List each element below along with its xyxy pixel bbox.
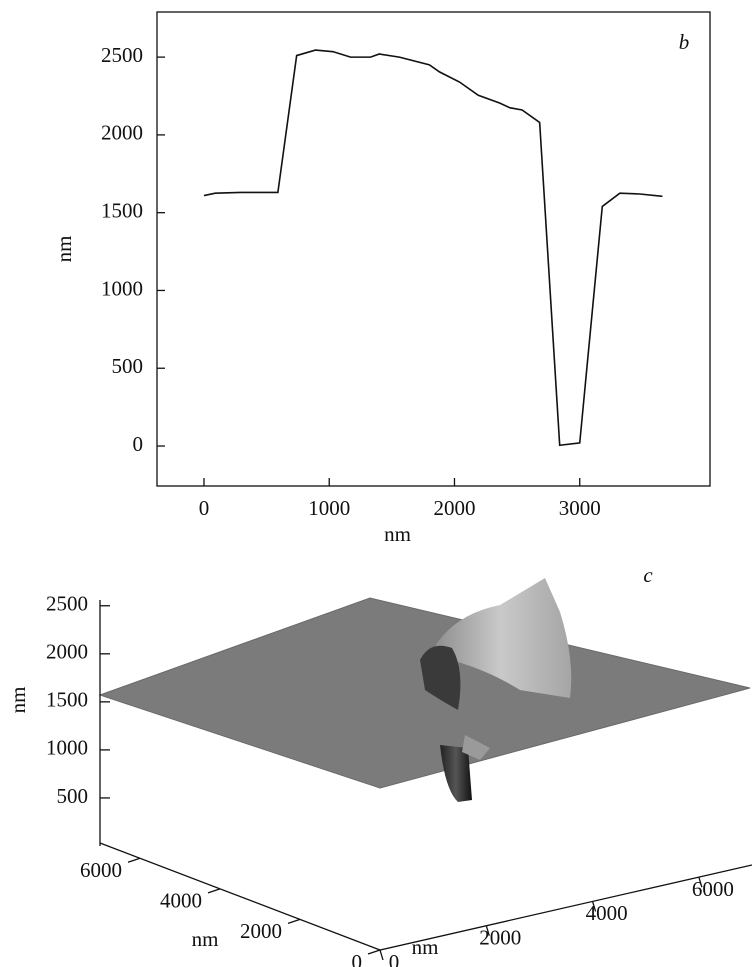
y-tick-label: 1500 xyxy=(101,198,143,222)
data-line xyxy=(204,50,662,445)
y-tick-label: 4000 xyxy=(160,889,202,913)
y-tick-label: 500 xyxy=(112,354,144,378)
y-tick-label: 1000 xyxy=(101,276,143,300)
x-tick-label: 0 xyxy=(389,950,400,967)
x-tick-label: 6000 xyxy=(692,877,734,901)
y-axis-label: nm xyxy=(52,236,76,263)
panel-label: c xyxy=(643,563,653,587)
y-tick xyxy=(368,950,380,954)
x-tick-label: 1000 xyxy=(308,496,350,520)
x-tick-label: 4000 xyxy=(586,901,628,925)
y-tick-label: 2000 xyxy=(240,919,282,943)
x-tick-label: 0 xyxy=(199,496,210,520)
y-tick-label: 2500 xyxy=(101,43,143,67)
x-axis-label: nm xyxy=(412,935,439,959)
z-axis-label: nm xyxy=(6,687,30,714)
y-tick xyxy=(288,919,300,923)
figure: 0 500 1000 1500 2000 2500 0 1000 2000 3000 nm nm b 50… xyxy=(0,0,752,967)
z-tick-label: 2500 xyxy=(46,592,88,616)
z-tick-label: 2000 xyxy=(46,640,88,664)
y-tick-label: 0 xyxy=(352,950,363,967)
z-tick-label: 1500 xyxy=(46,688,88,712)
y-tick-label: 0 xyxy=(133,432,144,456)
x-tick-label: 2000 xyxy=(479,926,521,950)
surface-render xyxy=(100,578,750,802)
panel-label: b xyxy=(679,30,690,54)
plot-frame xyxy=(157,12,710,486)
z-tick-label: 1000 xyxy=(46,736,88,760)
x-tick xyxy=(380,950,383,960)
x-tick-label: 2000 xyxy=(433,496,475,520)
y-tick-label: 6000 xyxy=(80,858,122,882)
z-tick-label: 500 xyxy=(57,784,89,808)
y-tick xyxy=(208,889,220,893)
y-tick xyxy=(128,858,140,862)
x-axis-label: nm xyxy=(384,522,411,546)
y-tick-label: 2000 xyxy=(101,121,143,145)
y-axis-label: nm xyxy=(192,927,219,951)
x-tick-label: 3000 xyxy=(559,496,601,520)
